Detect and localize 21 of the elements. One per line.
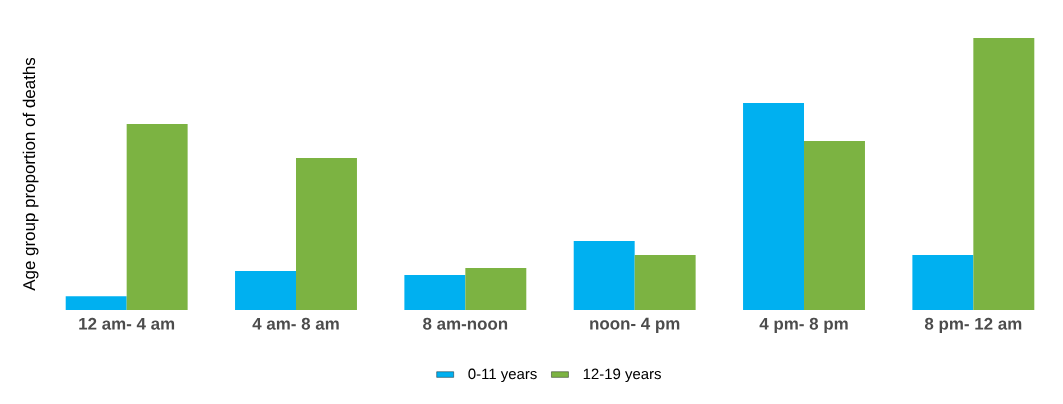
x-tick-label: 4 am- 8 am — [252, 317, 339, 330]
bar — [404, 274, 466, 310]
x-tick-label: 4 pm- 8 pm — [759, 317, 848, 334]
bar — [235, 271, 296, 310]
bar — [573, 240, 635, 310]
bar — [912, 255, 974, 310]
bar — [634, 255, 696, 310]
x-tick-label: 8 pm- 12 am — [924, 317, 1022, 334]
x-tick-label: 8 am-noon — [423, 317, 508, 330]
bar — [465, 268, 527, 310]
bar — [126, 123, 188, 310]
bar — [973, 38, 1035, 310]
legend-label: 0-11 years — [468, 368, 537, 383]
bar — [743, 103, 805, 310]
bar — [804, 141, 865, 310]
legend-label: 12-19 years — [583, 368, 661, 383]
x-tick-label: noon- 4 pm — [590, 317, 680, 333]
bar — [65, 296, 127, 310]
y-axis-title: Age group proportion of deaths — [22, 57, 39, 291]
x-tick-label: 12 am- 4 am — [79, 317, 175, 330]
bar — [296, 157, 357, 310]
